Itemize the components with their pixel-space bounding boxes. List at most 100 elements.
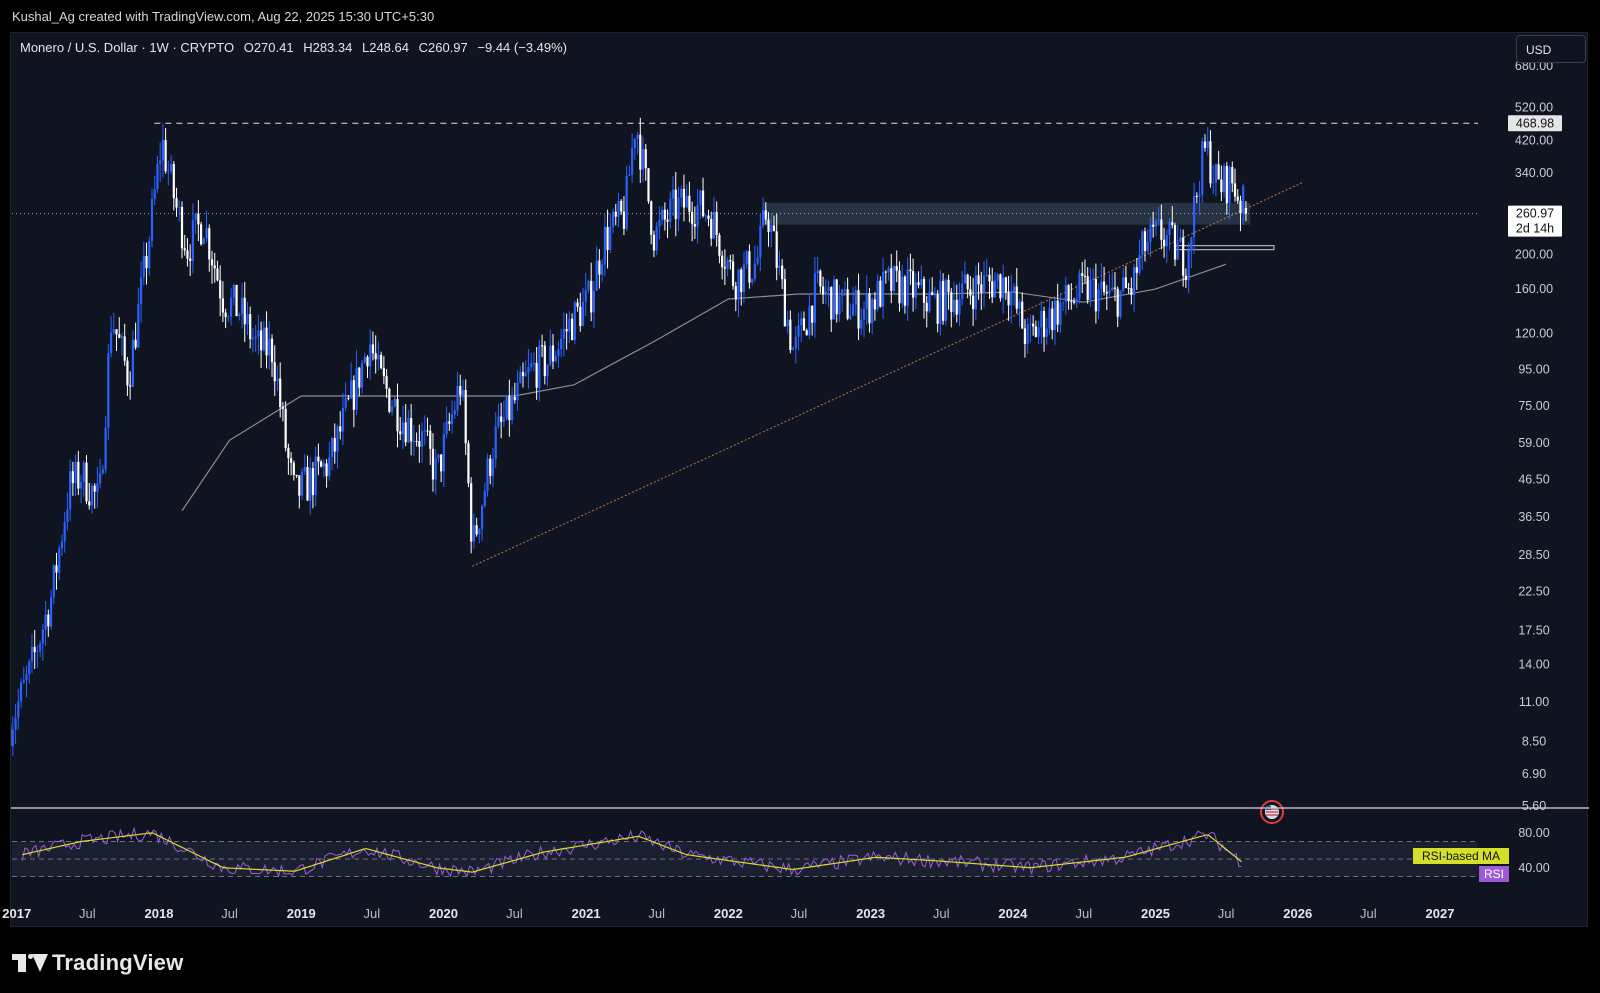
candle-body (281, 407, 285, 409)
up-candle (161, 123, 164, 178)
down-candle (1116, 286, 1119, 328)
candle-body (109, 332, 113, 354)
currency-button[interactable]: USD (1516, 35, 1586, 63)
candle-body (1225, 165, 1228, 204)
candle-body (549, 345, 552, 365)
candle-body (543, 345, 546, 377)
candle-body (104, 427, 107, 470)
down-candle (565, 313, 568, 350)
candle-body (287, 447, 290, 459)
up-candle (1062, 301, 1065, 311)
up-candle (595, 245, 598, 291)
down-candle (431, 433, 435, 492)
candle-body (699, 190, 702, 206)
candle-body (1004, 277, 1007, 293)
candle-body (895, 266, 898, 271)
candle-body (1187, 250, 1190, 281)
up-candle (1018, 298, 1021, 327)
down-candle (767, 212, 770, 247)
up-candle (1012, 282, 1016, 306)
candle-body (489, 458, 492, 477)
candle-body (71, 471, 74, 484)
candle-body (781, 265, 784, 280)
candle-body (238, 314, 241, 317)
up-candle (532, 352, 536, 372)
down-candle (470, 477, 473, 554)
candle-body (352, 380, 355, 410)
candle-body (350, 380, 353, 399)
candle-body (407, 418, 410, 443)
price-tick-label: 75.00 (1518, 399, 1549, 413)
down-candle (639, 117, 642, 183)
down-candle (440, 454, 443, 482)
candle-body (159, 160, 162, 164)
up-candle (63, 512, 66, 553)
candle-body (789, 319, 792, 350)
up-candle (483, 482, 486, 508)
up-candle (993, 272, 997, 298)
candle-body (1083, 275, 1087, 277)
down-candle (980, 271, 983, 310)
footer (0, 928, 1600, 993)
candle-body (306, 467, 309, 501)
candle-body (390, 406, 394, 412)
up-candle (497, 403, 500, 429)
down-candle (884, 270, 887, 284)
price-tick-label: 95.00 (1518, 362, 1549, 376)
down-candle (115, 329, 118, 352)
candle-body (892, 266, 896, 291)
candle-body (1113, 287, 1117, 289)
down-candle (199, 221, 203, 246)
up-candle (1168, 218, 1171, 251)
up-candle (120, 332, 124, 356)
up-candle (494, 411, 497, 469)
up-candle (671, 175, 675, 217)
up-candle (159, 142, 162, 183)
candle-body (317, 456, 320, 462)
candle-body (611, 211, 615, 227)
up-candle (557, 341, 560, 368)
up-candle (262, 320, 265, 352)
candle-body (871, 299, 874, 324)
candle-body (69, 471, 72, 510)
candle-body (79, 482, 83, 489)
candle-body (494, 426, 497, 460)
down-candle (1220, 165, 1223, 202)
down-candle (197, 200, 200, 242)
up-candle (568, 311, 571, 343)
candle-body (756, 257, 759, 264)
up-candle (742, 251, 746, 303)
up-candle (82, 460, 85, 498)
down-candle (380, 351, 383, 370)
time-tick-label: 2025 (1141, 906, 1170, 921)
time-tick-label: Jul (363, 906, 380, 921)
candle-body (156, 163, 159, 190)
down-candle (909, 253, 912, 285)
candle-body (77, 461, 80, 489)
candle-body (794, 336, 797, 349)
up-candle (601, 259, 604, 283)
up-candle (49, 589, 53, 631)
candle-body (974, 275, 977, 310)
up-candle (794, 326, 797, 364)
candle-body (1212, 182, 1215, 184)
down-candle (189, 244, 192, 277)
candle-body (1179, 237, 1182, 242)
candle-body (1015, 286, 1018, 309)
candle-body (440, 454, 443, 472)
tradingview-logo: TradingView (12, 950, 183, 976)
chart-panel[interactable] (10, 32, 1588, 927)
time-tick-label: 2019 (287, 906, 316, 921)
up-candle (617, 192, 620, 227)
candle-body (219, 280, 222, 299)
down-candle (950, 287, 953, 328)
candle-body (740, 269, 743, 293)
down-candle (846, 277, 849, 321)
up-candle (628, 165, 631, 177)
candle-body (363, 356, 366, 363)
candle-body (835, 279, 838, 315)
up-candle (393, 396, 396, 408)
up-candle (1078, 269, 1081, 304)
down-candle (429, 424, 432, 465)
